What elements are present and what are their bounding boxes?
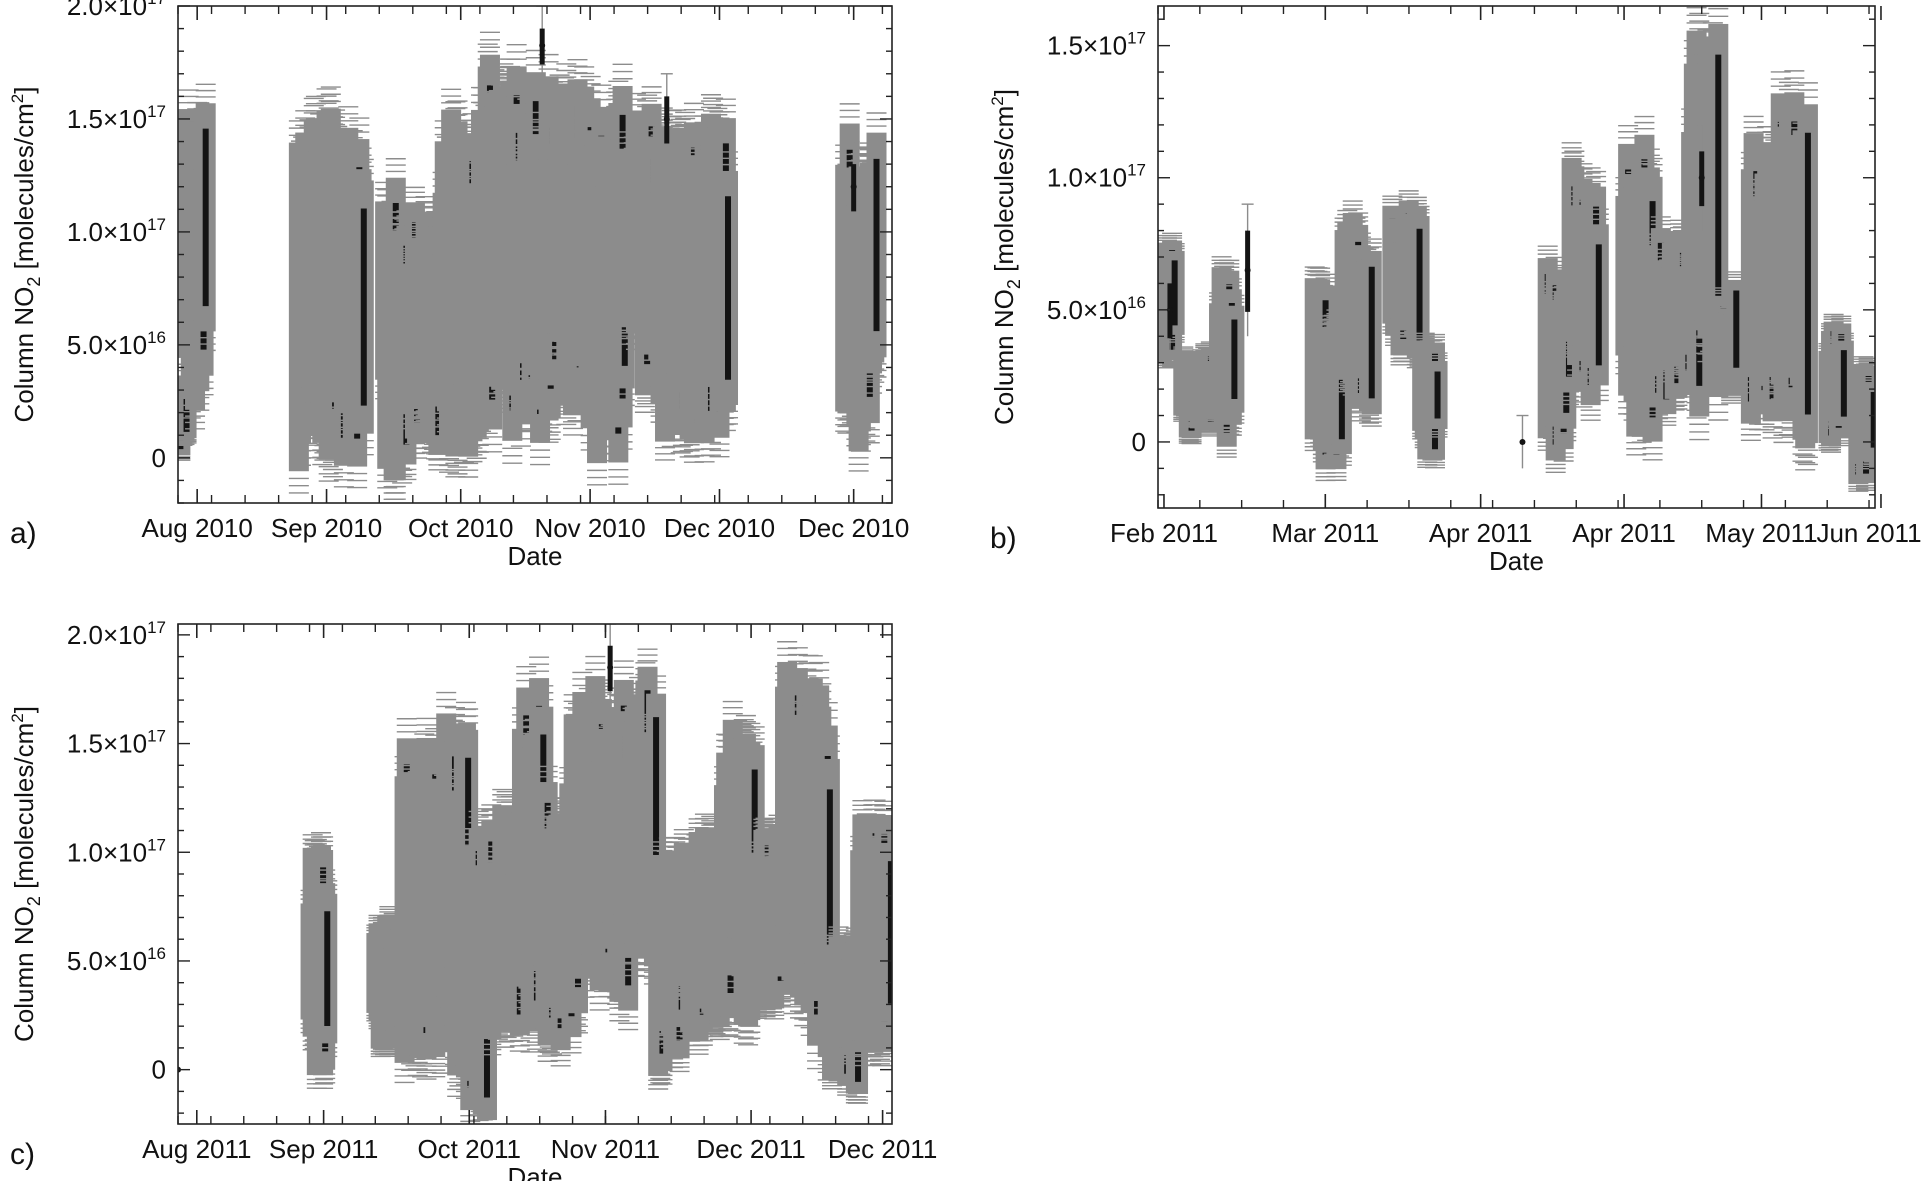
x-tick-label-5: Dec 2011 — [828, 1134, 937, 1164]
data-cluster-6 — [1412, 332, 1448, 469]
y-tick-label-4: 2.0×1017 — [67, 618, 166, 650]
data-marker-0 — [536, 6, 549, 86]
y-tick-label-2: 1.0×1017 — [1047, 161, 1146, 193]
x-tick-label-2: Apr 2011 — [1429, 518, 1533, 548]
panel-b: 0 5.0×1016 1.0×1017 1.5×1017 Feb 2011 Mar 201… — [988, 5, 1922, 576]
x-tick-label-3: Nov 2010 — [534, 513, 645, 543]
y-tick-label-0: 0 — [152, 1055, 166, 1085]
data-cluster-3 — [327, 106, 374, 489]
data-cluster-11 — [1681, 6, 1729, 441]
y-tick-label-4: 2.0×1017 — [67, 0, 166, 21]
data-cluster-14 — [835, 103, 887, 472]
data-cluster-5 — [1382, 190, 1430, 369]
data-marker-1 — [660, 73, 673, 165]
x-tick-label-1: Sep 2010 — [271, 513, 382, 543]
y-axis-label: Column NO2 [molecules/cm2] — [988, 89, 1024, 425]
y-tick-label-3: 1.5×1017 — [67, 102, 166, 134]
x-tick-label-5: Jun 2011 — [1816, 518, 1921, 548]
x-tick-label-5: Dec 2010 — [798, 513, 909, 543]
data-cluster-13 — [681, 94, 739, 463]
x-tick-label-2: Oct 2010 — [408, 513, 514, 543]
data-marker-2 — [847, 140, 860, 232]
x-axis-label: Date — [1489, 546, 1544, 576]
y-tick-label-1: 5.0×1016 — [1047, 293, 1146, 325]
data-cluster-16 — [1848, 356, 1875, 492]
data-marker-1 — [1241, 203, 1254, 337]
y-tick-label-3: 1.5×1017 — [1047, 29, 1146, 61]
panel-label: c) — [10, 1138, 35, 1171]
data-cluster-0 — [300, 832, 338, 1089]
data-cluster-15 — [1818, 313, 1854, 453]
panel-a: 0 5.0×1016 1.0×1017 1.5×1017 2.0×1017 Aug 201… — [8, 0, 909, 571]
x-tick-label-4: Dec 2011 — [696, 1134, 805, 1164]
data-marker-3 — [1695, 124, 1708, 231]
y-axis-label: Column NO2 [molecules/cm2] — [8, 706, 44, 1042]
data-cluster-8 — [1561, 142, 1609, 421]
data-cluster-14 — [1770, 70, 1818, 471]
x-axis-label: Date — [508, 541, 563, 571]
plot-area — [178, 6, 887, 501]
x-tick-label-0: Aug 2011 — [142, 1134, 251, 1164]
y-tick-label-2: 1.0×1017 — [67, 835, 166, 867]
panel-label: a) — [10, 517, 37, 550]
data-cluster-2 — [1209, 256, 1245, 458]
x-tick-label-3: Apr 2011 — [1572, 518, 1676, 548]
y-tick-label-0: 0 — [152, 443, 166, 473]
y-tick-label-3: 1.5×1017 — [67, 727, 166, 759]
y-tick-label-1: 5.0×1016 — [67, 944, 166, 976]
y-tick-label-0: 0 — [1132, 427, 1146, 457]
plot-area — [1158, 6, 1875, 492]
panel-c: 0 5.0×1016 1.0×1017 1.5×1017 2.0×1017 Aug 201… — [8, 618, 937, 1181]
x-tick-label-1: Sep 2011 — [269, 1134, 378, 1164]
x-tick-label-0: Aug 2010 — [142, 513, 253, 543]
data-cluster-4 — [1334, 200, 1382, 427]
x-tick-label-3: Nov 2011 — [551, 1134, 660, 1164]
data-cluster-18 — [850, 799, 892, 1067]
data-cluster-1 — [178, 83, 216, 430]
data-marker-1 — [604, 624, 617, 711]
x-tick-label-1: Mar 2011 — [1271, 518, 1379, 548]
x-axis-label: Date — [508, 1162, 563, 1181]
x-tick-label-4: May 2011 — [1705, 518, 1817, 548]
data-marker-2 — [1516, 414, 1529, 469]
y-tick-label-1: 5.0×1016 — [67, 328, 166, 360]
y-tick-label-2: 1.0×1017 — [67, 215, 166, 247]
data-cluster-13 — [713, 700, 765, 1046]
x-tick-label-2: Oct 2011 — [417, 1134, 521, 1164]
x-tick-label-0: Feb 2011 — [1110, 518, 1218, 548]
y-axis-label: Column NO2 [molecules/cm2] — [8, 87, 44, 423]
panel-label: b) — [990, 522, 1017, 555]
plot-area — [178, 624, 892, 1123]
x-tick-label-4: Dec 2010 — [664, 513, 775, 543]
